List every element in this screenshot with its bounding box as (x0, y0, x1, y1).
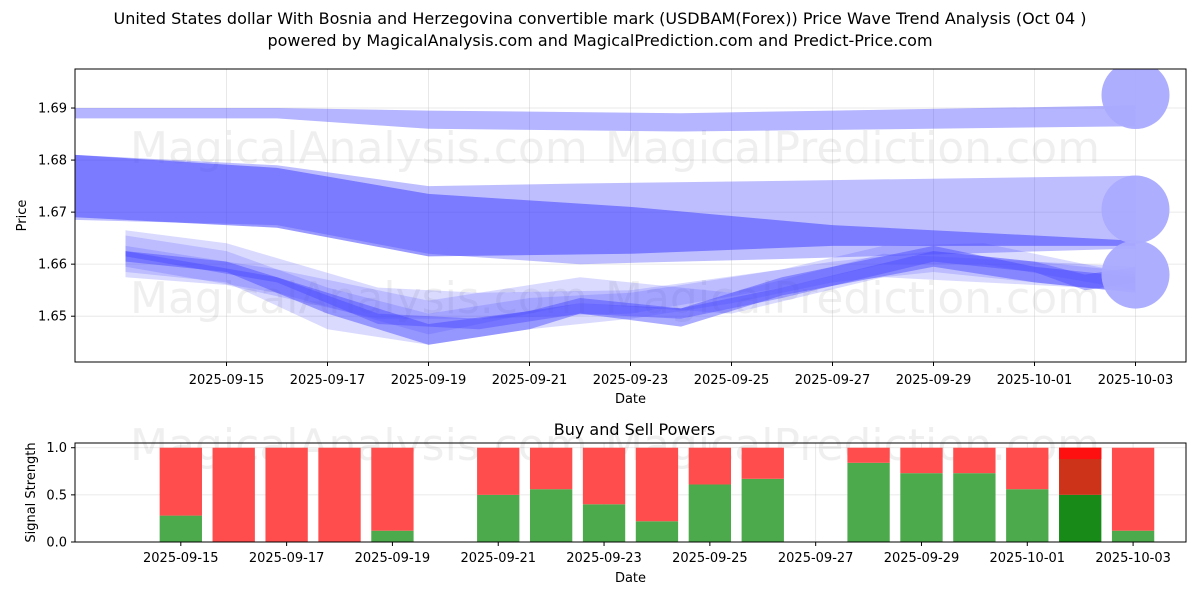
y-tick-label: 1.67 (38, 206, 67, 221)
sell-peak-bar (1059, 447, 1102, 460)
x-tick-label: 2025-09-15 (189, 373, 265, 388)
sell-bar (212, 447, 255, 542)
x-tick-label: 2025-09-27 (778, 551, 854, 566)
x-tick-label: 2025-09-25 (672, 551, 748, 566)
x-tick-label: 2025-09-15 (143, 551, 219, 566)
buy-bar (900, 473, 943, 542)
buy-bar (1059, 494, 1102, 542)
x-tick-label: 2025-10-03 (1098, 373, 1174, 388)
wave-band (75, 154, 1136, 257)
x-tick-label: 2025-10-01 (997, 373, 1073, 388)
x-tick-label: 2025-09-19 (391, 373, 467, 388)
sell-bar (741, 447, 784, 479)
sell-bar (529, 447, 573, 490)
wave-band (125, 235, 1136, 345)
y-tick-label: 0.0 (46, 536, 67, 551)
y-axis-label: Price (15, 200, 30, 232)
sell-bar (159, 447, 202, 516)
y-tick-label: 1.66 (38, 258, 67, 273)
sell-bar (635, 447, 679, 522)
sell-bar (953, 447, 996, 474)
x-tick-label: 2025-10-03 (1095, 551, 1171, 566)
watermark: MagicalAnalysis.com (130, 273, 588, 324)
wave-bands (75, 69, 1170, 345)
x-tick-label: 2025-09-21 (492, 373, 568, 388)
buy-bar (635, 521, 679, 542)
buy-bar (1111, 530, 1155, 542)
sell-bar (477, 447, 520, 495)
buy-bar (371, 530, 414, 542)
sell-bar (582, 447, 626, 505)
sell-bar (688, 447, 732, 485)
sell-bar (900, 447, 943, 474)
buy-bar (477, 494, 520, 542)
wave-band (125, 245, 1136, 345)
y-tick-label: 0.5 (46, 488, 67, 503)
price-plot: MagicalAnalysis.com MagicalPrediction.com… (15, 68, 1187, 407)
x-tick-label: 2025-09-21 (460, 551, 536, 566)
wave-band (75, 105, 1136, 132)
end-marker (1101, 240, 1170, 309)
x-tick-label: 2025-09-23 (593, 373, 669, 388)
power-plot: MagicalAnalysis.com MagicalPrediction.com… (24, 420, 1187, 586)
power-chart-title: Buy and Sell Powers (554, 420, 716, 439)
wave-band (125, 251, 1136, 330)
buy-bar (529, 489, 573, 542)
x-tick-label: 2025-09-17 (249, 551, 325, 566)
buy-bar (953, 473, 996, 542)
chart-subtitle: powered by MagicalAnalysis.com and Magic… (267, 31, 933, 50)
x-tick-label: 2025-09-27 (795, 373, 871, 388)
x-axis-label: Date (615, 571, 646, 586)
sell-bar (1111, 447, 1155, 531)
x-tick-label: 2025-09-29 (896, 373, 972, 388)
watermark: MagicalPrediction.com (605, 123, 1100, 174)
buy-bar (159, 515, 202, 542)
x-tick-label: 2025-10-01 (990, 551, 1066, 566)
sell-bar (1006, 447, 1049, 490)
y-tick-label: 1.68 (38, 154, 67, 169)
buy-bar (847, 462, 890, 542)
plot-frame (74, 442, 1187, 543)
x-tick-label: 2025-09-23 (566, 551, 642, 566)
sell-bar (847, 447, 890, 463)
buy-bar (688, 484, 732, 542)
sell-bar (371, 447, 414, 531)
watermark: MagicalPrediction.com (605, 273, 1100, 324)
x-axis-label: Date (615, 392, 646, 407)
wave-band (125, 245, 1136, 335)
y-tick-label: 1.65 (38, 310, 67, 325)
buy-bar (582, 504, 626, 542)
x-tick-label: 2025-09-29 (884, 551, 960, 566)
y-tick-label: 1.0 (46, 441, 67, 456)
x-tick-label: 2025-09-25 (694, 373, 770, 388)
buy-bar (1006, 489, 1049, 542)
x-tick-label: 2025-09-19 (355, 551, 431, 566)
end-marker (1101, 175, 1170, 244)
wave-band (125, 230, 1136, 319)
sell-bar (318, 447, 361, 542)
end-marker (1101, 69, 1170, 130)
y-tick-label: 1.69 (38, 102, 67, 117)
x-tick-label: 2025-09-17 (290, 373, 366, 388)
buy-bar (741, 478, 784, 542)
chart-title: United States dollar With Bosnia and Her… (113, 9, 1087, 28)
y-axis-label: Signal Strength (24, 442, 39, 542)
sell-bar (265, 447, 308, 542)
